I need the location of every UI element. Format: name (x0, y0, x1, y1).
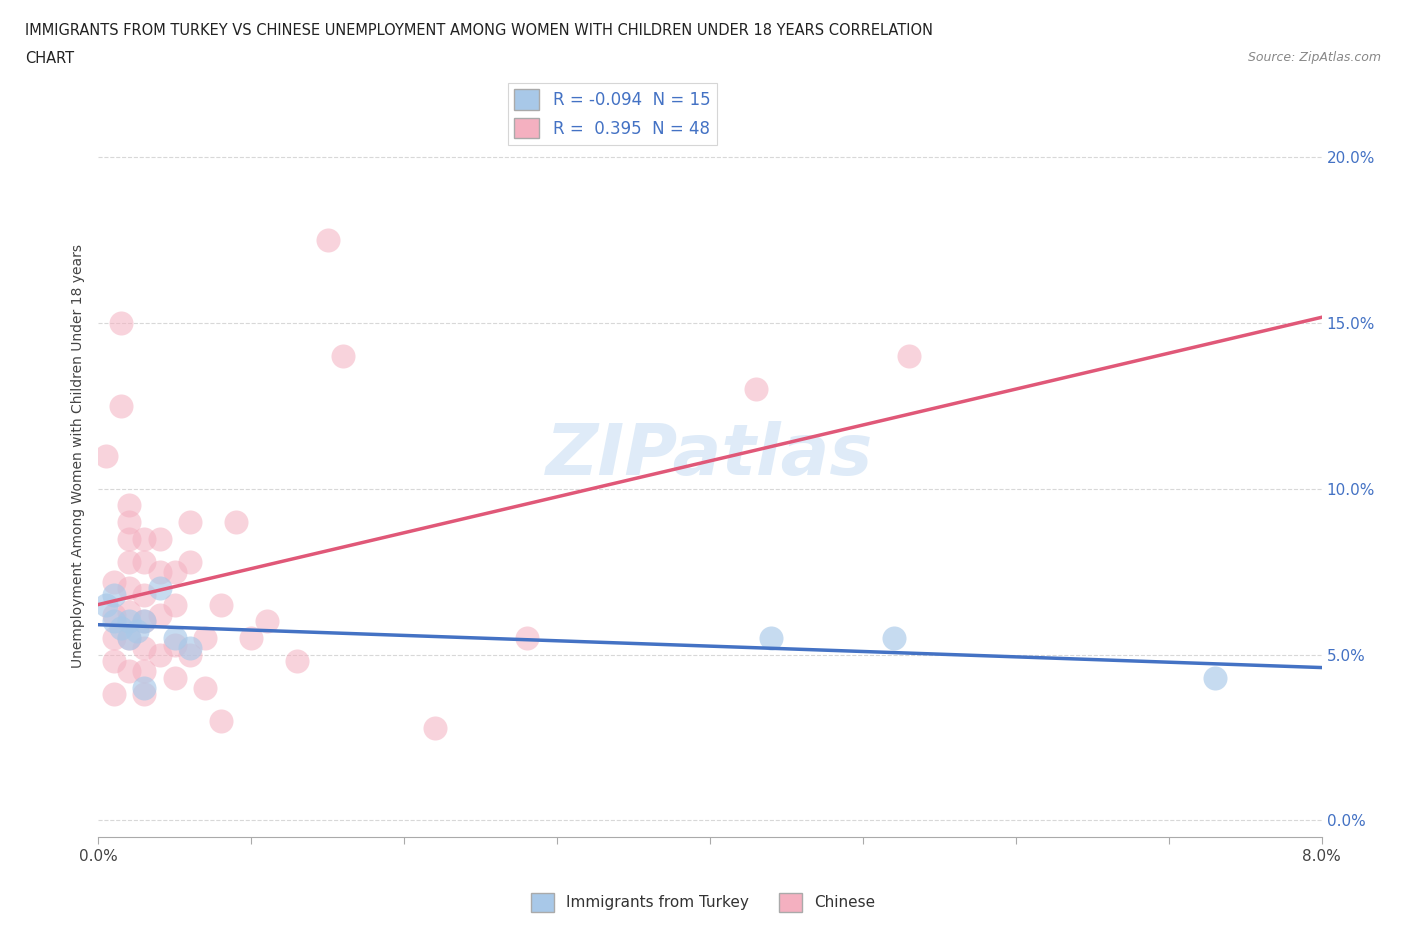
Point (209, 597, 232, 612)
Point (134, 588, 156, 603)
Point (103, 687, 125, 702)
Point (516, 631, 538, 645)
Point (103, 654, 125, 669)
Text: CHART: CHART (25, 51, 75, 66)
Y-axis label: Unemployment Among Women with Children Under 18 years: Unemployment Among Women with Children U… (72, 244, 86, 668)
Point (316, 232, 339, 247)
Point (883, 631, 905, 645)
Legend: Immigrants from Turkey, Chinese: Immigrants from Turkey, Chinese (524, 887, 882, 918)
Point (256, 614, 278, 629)
Point (149, 565, 172, 579)
Point (134, 614, 156, 629)
Legend: R = -0.094  N = 15, R =  0.395  N = 48: R = -0.094 N = 15, R = 0.395 N = 48 (508, 83, 717, 145)
Point (163, 565, 186, 579)
Point (149, 647, 172, 662)
Point (134, 531, 156, 546)
Point (118, 554, 141, 569)
Point (163, 671, 186, 685)
Point (240, 631, 263, 645)
Point (118, 498, 141, 512)
Point (179, 554, 201, 569)
Point (118, 664, 141, 679)
Point (163, 637, 186, 652)
Point (149, 531, 172, 546)
Point (134, 641, 156, 656)
Point (134, 687, 156, 702)
Point (897, 349, 920, 364)
Point (163, 597, 186, 612)
Point (125, 624, 148, 639)
Point (1204, 671, 1226, 685)
Point (759, 631, 782, 645)
Point (134, 681, 156, 696)
Point (118, 514, 141, 529)
Point (179, 647, 201, 662)
Point (194, 681, 217, 696)
Point (118, 604, 141, 619)
Point (94, 448, 117, 463)
Point (134, 664, 156, 679)
Point (423, 720, 446, 735)
Point (110, 620, 132, 635)
Point (118, 614, 141, 629)
Point (118, 631, 141, 645)
Point (134, 614, 156, 629)
Point (194, 631, 217, 645)
Text: IMMIGRANTS FROM TURKEY VS CHINESE UNEMPLOYMENT AMONG WOMEN WITH CHILDREN UNDER 1: IMMIGRANTS FROM TURKEY VS CHINESE UNEMPL… (25, 23, 934, 38)
Text: Source: ZipAtlas.com: Source: ZipAtlas.com (1247, 51, 1381, 64)
Point (118, 531, 141, 546)
Point (110, 315, 132, 330)
Point (285, 654, 308, 669)
Point (103, 574, 125, 589)
Point (118, 631, 141, 645)
Point (225, 514, 247, 529)
Point (94, 597, 117, 612)
Point (745, 382, 768, 397)
Point (103, 614, 125, 629)
Point (149, 581, 172, 596)
Point (179, 514, 201, 529)
Point (103, 607, 125, 622)
Point (103, 631, 125, 645)
Point (163, 631, 186, 645)
Point (332, 349, 354, 364)
Point (179, 641, 201, 656)
Point (103, 588, 125, 603)
Point (110, 399, 132, 414)
Point (209, 713, 232, 728)
Point (118, 581, 141, 596)
Text: ZIPatlas: ZIPatlas (547, 421, 873, 490)
Point (149, 607, 172, 622)
Point (134, 554, 156, 569)
